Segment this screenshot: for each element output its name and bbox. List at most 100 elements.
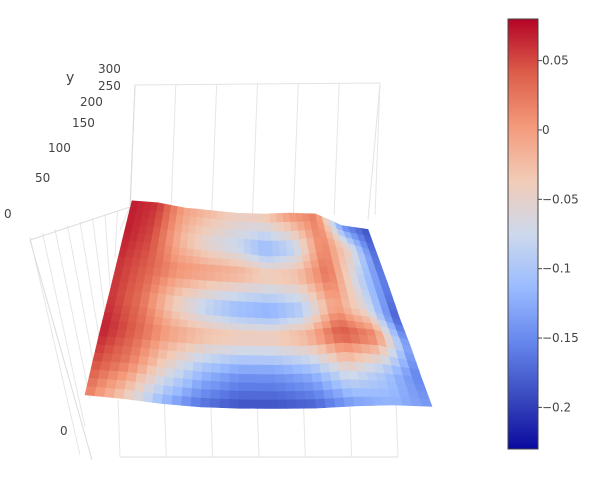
surface-cell: [323, 389, 335, 400]
surface-cell: [201, 234, 210, 245]
surface-cell: [260, 274, 269, 286]
surface-cell: [229, 329, 239, 338]
surface-cell: [157, 285, 168, 296]
surface-cell: [294, 390, 307, 401]
surface-cell: [128, 354, 141, 365]
surface-cell: [180, 305, 190, 314]
surface-cell: [238, 345, 248, 356]
surface-cell: [190, 396, 202, 408]
surface-cell: [302, 373, 314, 383]
surface-cell: [275, 382, 287, 392]
surface-cell: [222, 236, 231, 247]
colorbar[interactable]: 0.05 0 −0.05 −0.1 −0.15 −0.2: [507, 18, 579, 450]
y-axis-tick-label: 150: [72, 116, 95, 130]
surface-cell: [116, 371, 129, 382]
surface-cell: [144, 315, 156, 325]
surface-cell: [220, 354, 231, 365]
surface-cell: [169, 325, 180, 335]
y-axis-tick-label: 0: [4, 207, 12, 221]
surface-cell: [210, 380, 221, 391]
surface-cell: [269, 302, 279, 313]
surface-cell: [267, 275, 277, 286]
surface-cell: [151, 275, 161, 286]
grid-line: [29, 239, 93, 461]
surface-cell: [250, 239, 259, 250]
surface-cell: [237, 291, 247, 303]
colorbar-tick-label: −0.1: [542, 262, 571, 276]
colorbar-tick-label: −0.15: [542, 331, 579, 345]
surface-cell: [105, 379, 118, 390]
grid-line: [170, 84, 177, 216]
surface-cell: [209, 226, 217, 237]
surface-cell: [139, 347, 151, 358]
surface-cell: [136, 314, 147, 325]
surface-cell: [212, 315, 223, 324]
surface-cell: [171, 395, 183, 406]
surface-cell: [174, 359, 186, 371]
surface-cell: [243, 221, 252, 232]
surface-cell: [281, 336, 292, 347]
surface-cell: [273, 262, 283, 270]
surface-cell: [268, 284, 278, 295]
surface-cell: [221, 309, 231, 318]
surface-cell: [147, 300, 158, 310]
surface-cell: [237, 273, 246, 284]
surface-cell: [152, 267, 163, 278]
surface-cell: [156, 293, 167, 304]
surface-cell: [202, 344, 213, 355]
surface-cell: [137, 306, 149, 317]
surface-cell: [181, 296, 191, 307]
surface-cell: [181, 287, 192, 298]
surface-cell: [209, 398, 221, 408]
surface-cell: [209, 210, 218, 220]
surface-cell: [195, 217, 204, 227]
surface-cell: [300, 354, 312, 366]
surface-cell: [272, 249, 281, 257]
surface-cell: [269, 213, 278, 224]
surface-cell: [257, 382, 268, 392]
surface-cell: [237, 310, 247, 319]
grid-line: [210, 399, 214, 458]
surface-cell: [263, 222, 272, 233]
surface-cell: [183, 270, 193, 281]
surface-cell: [200, 389, 212, 399]
surface-cell: [296, 323, 307, 331]
surface-cell: [212, 322, 222, 330]
surface-cell: [229, 281, 239, 293]
surface-cell: [207, 250, 217, 259]
surface-cell: [238, 373, 249, 384]
surface-cell: [238, 390, 249, 401]
surface-cell: [289, 269, 299, 277]
surface-mesh[interactable]: [84, 200, 433, 409]
surface-cell: [308, 344, 319, 356]
surface-cell: [292, 293, 303, 304]
surface-cell: [271, 324, 282, 332]
surface-cell: [159, 276, 169, 287]
surface-cell: [236, 246, 245, 255]
surface-cell: [204, 314, 214, 323]
surface-cell: [271, 330, 282, 338]
surface-cell: [313, 321, 324, 330]
surface-cell: [299, 283, 309, 295]
grid-line: [302, 399, 306, 458]
surface-cell: [254, 324, 265, 332]
surface-cell: [229, 300, 239, 312]
surface-cell: [243, 213, 251, 223]
surface-cell: [157, 349, 169, 360]
surface-cell: [251, 248, 260, 257]
colorbar-ticks: 0.05 0 −0.05 −0.1 −0.15 −0.2: [538, 54, 579, 414]
surface-cell: [263, 330, 274, 338]
surface-cell: [278, 317, 289, 326]
surface-cell: [163, 245, 173, 255]
surface-cell: [257, 240, 266, 251]
surface-cell: [256, 213, 265, 224]
surface-cell: [223, 211, 231, 222]
surface-cell: [164, 294, 175, 305]
surface-cell: [267, 268, 276, 277]
surface-cell: [278, 311, 288, 319]
surface-cell: [194, 334, 205, 345]
surface-cell: [168, 213, 178, 224]
surface-cell: [283, 364, 294, 375]
surface-cell: [282, 355, 294, 366]
